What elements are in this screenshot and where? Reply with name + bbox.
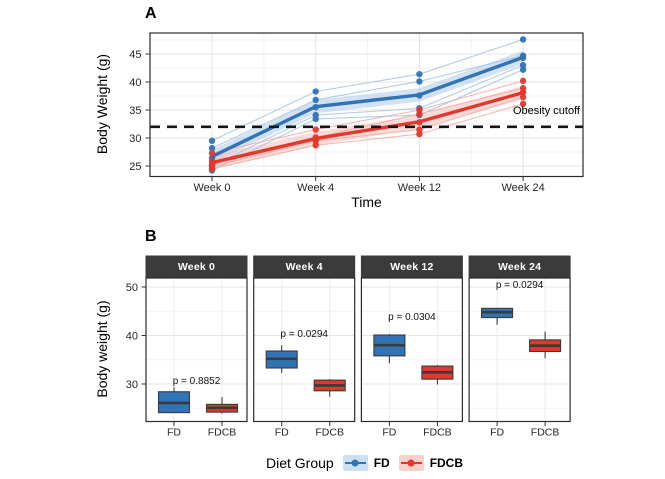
panel-b-x-tick-label: FDCB [423,427,452,439]
data-point-fdcb [519,77,527,85]
panel-b-x-tick-label: FD [275,427,289,439]
data-point-fdcb [519,88,527,96]
panel-a-x-tick-label: Week 0 [193,182,230,194]
data-point-fdcb [519,93,527,101]
data-point-fdcb [416,130,423,138]
fdcb-dot-glyph [407,459,415,467]
obesity-cutoff-label: Obesity cutoff [512,105,580,117]
panel-b-border [468,277,571,423]
mouse-line-fdcb [211,96,524,168]
panel-b-border [145,277,248,423]
data-point-fd [519,66,527,73]
data-point-fd [208,137,216,144]
panel-a-y-tick-label: 35 [129,105,141,117]
ribbon-fd [212,50,524,164]
data-point-fdcb [416,110,423,118]
panel-a-y-tick-label: 30 [129,133,141,145]
panel-b-x-tick-label: FDCB [208,427,237,439]
mouse-line-fd [211,64,524,167]
data-point-fdcb [312,142,319,149]
panel-b-x-tick-label: FD [490,427,504,439]
data-point-fd [519,54,527,62]
data-point-fdcb [416,119,423,126]
panel-a-y-axis-title: Body Weight (g) [94,53,110,155]
panel-b-y-tick-label: 40 [126,330,138,342]
data-point-fd [519,61,527,69]
legend-label-fd: FD [373,456,390,470]
p-value-week-24: p = 0.0294 [495,280,544,291]
facet-strip-label-week-0: Week 0 [177,261,216,273]
data-point-fdcb [416,126,423,133]
facet-strip-label-week-12: Week 12 [390,261,434,273]
legend: Diet Group FD FDCB [146,452,583,474]
mouse-line-fd [211,38,524,142]
legend-title: Diet Group [265,455,334,471]
legend-item-fd: FD [342,455,390,471]
data-point-fd [416,92,423,99]
data-point-fdcb [208,165,216,172]
panel-b-y-tick-label: 50 [126,282,138,294]
panel-b-x-tick-label: FD [382,427,396,439]
data-point-fdcb [312,126,319,133]
data-point-fd [312,104,319,111]
fd-dot-glyph [351,459,359,467]
data-point-fd [312,88,319,95]
panel-b-x-tick-label: FDCB [315,427,344,439]
panel-a-y-tick-label: 40 [129,77,141,89]
panel-a-x-axis-title: Time [351,194,382,210]
panel-a-border [149,32,584,178]
panel-b-border [253,277,356,423]
data-point-fdcb [519,100,527,108]
panel-a-x-tick-label: Week 12 [398,182,441,194]
data-point-fd [416,70,423,78]
panel-b-x-tick-label: FDCB [531,427,560,439]
panel-b-x-tick-label: FD [167,427,181,439]
data-point-fd [208,144,216,152]
legend-item-fdcb: FDCB [398,455,464,471]
facet-strip-label-week-4: Week 4 [285,261,323,273]
data-point-fd [519,36,527,43]
mouse-line-fdcb [211,103,524,170]
mean-line-fd [210,55,525,159]
ribbon-fdcb [212,85,524,170]
p-value-week-4: p = 0.0294 [280,328,328,340]
panel-b-y-axis-title: Body weight (g) [94,300,110,398]
panel-a-y-tick-label: 25 [129,161,141,173]
panel-b-letter: B [145,228,157,245]
data-point-fd [312,115,319,123]
panel-a-letter: A [145,5,157,22]
mouse-line-fdcb [211,80,524,154]
data-point-fd [416,78,423,85]
data-point-fdcb [312,137,319,144]
p-value-week-12: p = 0.0304 [388,312,436,323]
panel-a-x-tick-label: Week 4 [297,182,334,194]
legend-label-fdcb: FDCB [429,456,464,470]
facet-strip-label-week-24: Week 24 [497,261,542,273]
p-value-week-0: p = 0.8852 [172,375,221,387]
panel-b-y-tick-label: 30 [126,379,138,391]
panel-a-x-tick-label: Week 24 [501,182,544,194]
data-point-fdcb [208,149,216,157]
mouse-line-fd [211,55,524,149]
mean-line-fdcb [210,90,525,165]
fdcb-line-dot-icon [398,455,424,471]
mouse-line-fd [211,69,524,171]
panel-a-y-tick-label: 45 [129,49,141,61]
data-point-fd [312,96,319,104]
panel-b-border [360,277,463,423]
fd-line-dot-icon [342,455,368,471]
